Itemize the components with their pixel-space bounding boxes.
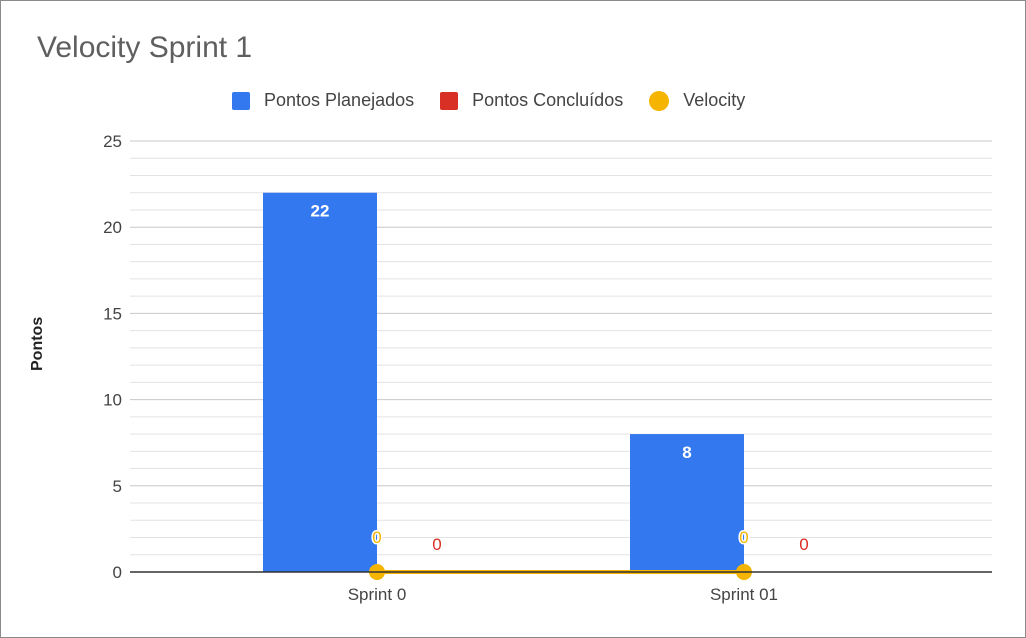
velocity-point-label: 0 [739, 528, 748, 547]
bar-completed-label: 0 [799, 535, 808, 554]
legend-item-planned: Pontos Planejados [232, 90, 414, 111]
chart-legend: Pontos Planejados Pontos Concluídos Velo… [232, 90, 771, 111]
y-tick-label: 25 [103, 132, 122, 151]
velocity-point-label: 0 [372, 528, 381, 547]
bar-completed-label: 0 [432, 535, 441, 554]
legend-label-planned: Pontos Planejados [264, 90, 415, 110]
y-tick-label: 0 [113, 563, 122, 582]
legend-swatch-planned [232, 91, 250, 110]
x-tick-label: Sprint 01 [710, 585, 778, 604]
legend-item-completed: Pontos Concluídos [440, 90, 623, 111]
legend-item-velocity: Velocity [649, 90, 745, 111]
bar-planned-label: 8 [682, 443, 691, 462]
legend-label-velocity: Velocity [683, 90, 746, 110]
bar-planned [630, 434, 744, 572]
legend-label-completed: Pontos Concluídos [472, 90, 624, 110]
bar-planned [263, 192, 377, 572]
y-tick-label: 5 [113, 477, 122, 496]
legend-swatch-completed [440, 91, 459, 110]
bar-planned-label: 22 [311, 202, 330, 221]
y-tick-label: 15 [103, 304, 122, 323]
legend-swatch-velocity [649, 90, 670, 111]
chart-title: Velocity Sprint 1 [37, 31, 253, 64]
x-tick-label: Sprint 0 [348, 585, 407, 604]
y-tick-label: 20 [103, 218, 122, 237]
y-tick-label: 10 [103, 391, 122, 410]
